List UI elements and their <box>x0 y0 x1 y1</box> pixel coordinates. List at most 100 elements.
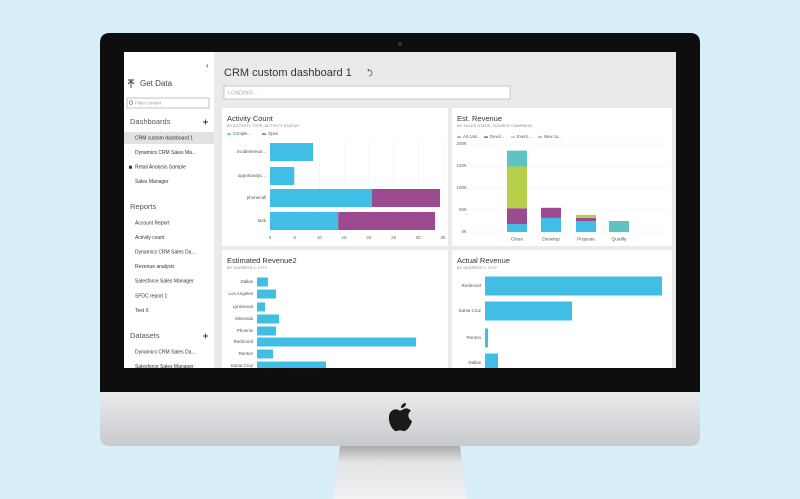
apple-logo <box>388 403 412 432</box>
y-tick-label: 50K <box>459 207 467 212</box>
bar <box>257 326 276 336</box>
bar <box>485 353 498 368</box>
y-tick-label: Lynnwood <box>233 304 254 309</box>
bar <box>609 221 629 232</box>
bar <box>257 337 416 347</box>
camera <box>398 42 402 46</box>
y-tick-label: 100K <box>456 185 467 190</box>
y-tick-label: opportunityc... <box>238 173 266 178</box>
loading-text: LOADING... <box>228 90 258 96</box>
bar <box>485 301 572 321</box>
get-data-icon <box>127 79 135 88</box>
tile-title: Estimated Revenue2 <box>227 256 297 265</box>
tile-title: Activity Count <box>227 114 274 123</box>
bar <box>507 150 527 167</box>
x-tick-label: 30 <box>416 235 422 240</box>
tile-subtitle: BY SALES STAGE, SOURCE CAMPAIGN <box>457 123 532 128</box>
y-tick-label: incidentresol... <box>237 149 266 154</box>
y-tick-label: Redmond <box>233 339 253 344</box>
legend-label: New cu... <box>544 134 561 139</box>
filter-box[interactable] <box>126 97 210 109</box>
tile-title: Actual Revenue <box>457 256 510 265</box>
nav-item[interactable]: Revenue analysis <box>135 264 175 270</box>
bar <box>485 328 488 348</box>
nav-item[interactable]: Retail Analysis Sample <box>135 165 186 171</box>
section-title: Reports <box>130 202 157 211</box>
section-title: Dashboards <box>130 117 171 126</box>
bar <box>541 217 561 232</box>
x-tick-label: 15 <box>342 235 348 240</box>
bar <box>507 208 527 225</box>
y-tick-label: 200K <box>456 141 467 146</box>
bar <box>270 212 339 230</box>
x-tick-label: Propose <box>577 236 595 242</box>
screen: ‹ Get Data Filter content CRM custom das… <box>124 52 676 370</box>
add-icon[interactable] <box>203 119 208 125</box>
nav-item[interactable]: Activity count <box>135 235 165 241</box>
legend-swatch <box>227 133 231 135</box>
nav-item[interactable]: Account Report <box>135 220 170 226</box>
nav-item[interactable]: Dynamics CRM Sales Da... <box>135 349 196 355</box>
legend-label: Comple... <box>233 131 251 136</box>
y-tick-label: Redmond <box>461 283 481 288</box>
y-tick-label: Phoenix <box>237 328 254 333</box>
x-tick-label: Develop <box>542 236 560 242</box>
y-tick-label: 150K <box>456 163 467 168</box>
bar <box>485 276 662 296</box>
stand <box>333 446 467 499</box>
selected-item-bg <box>124 132 214 144</box>
tile[interactable] <box>452 108 672 246</box>
bar <box>576 217 596 221</box>
bar <box>270 143 314 161</box>
y-tick-label: Santa Cruz <box>230 363 253 368</box>
x-tick-label: 20 <box>366 235 372 240</box>
search-icon <box>128 100 134 105</box>
nav-item[interactable]: Test X <box>135 308 150 314</box>
nav-item[interactable]: Sales Manager <box>135 179 169 185</box>
bar <box>576 221 596 232</box>
bar <box>507 224 527 232</box>
x-tick-label: 35 <box>440 235 446 240</box>
y-tick-label: Santa Cruz <box>458 308 481 313</box>
filter-placeholder: Filter content <box>135 101 162 106</box>
x-tick-label: 10 <box>317 235 323 240</box>
x-tick-label: 5 <box>293 235 296 240</box>
x-tick-label: 25 <box>391 235 397 240</box>
y-tick-label: Dallas <box>240 279 253 284</box>
legend-label: Ad cam... <box>463 134 481 139</box>
lock-icon <box>129 165 132 169</box>
bar <box>257 289 276 299</box>
legend-swatch <box>262 133 266 135</box>
nav-item[interactable]: Dynamics CRM Sales Ma... <box>135 150 196 156</box>
bar <box>257 302 265 312</box>
bar <box>507 166 527 209</box>
nav-item[interactable]: Salesforce Sales Manager <box>135 279 194 285</box>
bar <box>338 212 436 230</box>
bar <box>257 349 273 359</box>
legend-swatch <box>511 136 515 138</box>
tile-subtitle: BY ACTIVITY TYPE, ACTIVITY STATUS <box>227 123 299 128</box>
nav-item[interactable]: SFDC report 1 <box>135 293 167 299</box>
bar <box>576 214 596 218</box>
legend-swatch <box>484 136 488 138</box>
tile-subtitle: BY ADDRESS 1: CITY <box>227 265 267 270</box>
nav-item[interactable]: Salesforce Sales Manager <box>135 364 194 370</box>
tile-subtitle: BY ADDRESS 1: CITY <box>457 265 497 270</box>
nav-item[interactable]: CRM custom dashboard 1 <box>135 135 193 141</box>
section-title: Datasets <box>130 331 160 340</box>
nav-item[interactable]: Dynamics CRM Sales Da... <box>135 250 196 256</box>
qa-box[interactable] <box>223 85 511 100</box>
refresh-icon[interactable] <box>367 68 373 77</box>
add-icon[interactable] <box>203 333 208 339</box>
x-tick-label: Close <box>511 236 524 242</box>
x-tick-label: Qualify <box>612 236 628 242</box>
bar <box>371 189 441 207</box>
legend-label: Event... <box>517 134 531 139</box>
bar <box>270 167 295 185</box>
get-data[interactable]: Get Data <box>140 79 173 88</box>
collapse-icon[interactable]: ‹ <box>206 61 209 70</box>
bar <box>541 207 561 218</box>
legend-swatch <box>538 136 542 138</box>
bar <box>257 314 279 324</box>
